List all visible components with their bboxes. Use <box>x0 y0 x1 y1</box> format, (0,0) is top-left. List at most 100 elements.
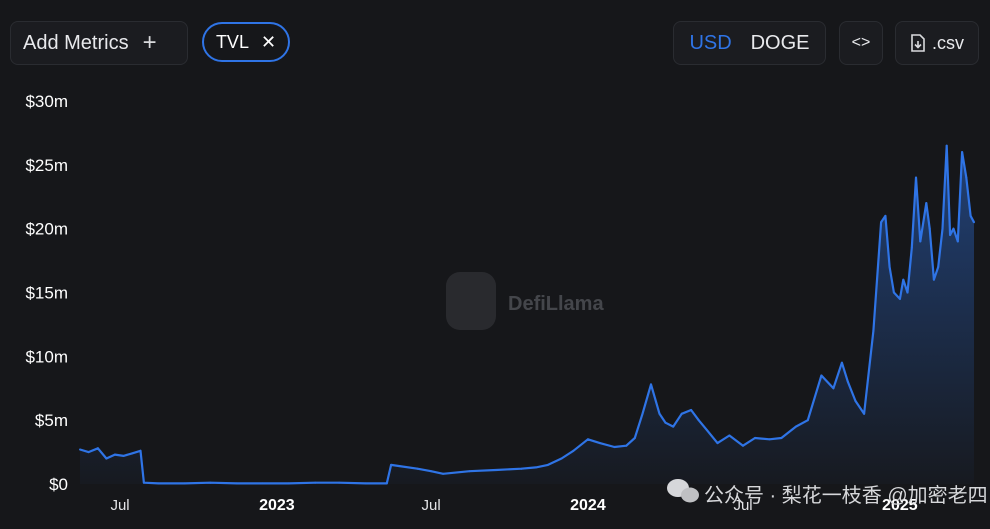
tvl-data-point <box>941 227 944 230</box>
tvl-data-point <box>398 465 401 468</box>
tvl-data-point <box>338 481 341 484</box>
tvl-data-point <box>79 448 81 451</box>
add-metrics-label: Add Metrics <box>23 31 129 54</box>
tvl-data-point <box>965 176 968 179</box>
tvl-data-point <box>113 453 116 456</box>
tvl-data-point <box>906 291 909 294</box>
tvl-data-point <box>572 449 575 452</box>
tvl-data-point <box>937 266 940 268</box>
denomination-doge-option[interactable]: DOGE <box>750 31 810 54</box>
csv-label: .csv <box>931 32 964 53</box>
tvl-data-point <box>560 457 563 460</box>
tvl-metric-chip[interactable]: TVL ✕ <box>202 22 290 62</box>
tvl-data-point <box>742 444 744 447</box>
tvl-data-point <box>672 425 675 428</box>
tvl-data-point <box>385 482 388 485</box>
x-tick-label: 2025 <box>882 497 918 514</box>
tvl-data-point <box>520 467 523 470</box>
tvl-data-point <box>641 412 644 415</box>
y-axis: $0 $5m $10m $15m $20m $25m $30m <box>25 92 68 494</box>
x-axis: Jul 2023 Jul 2024 Jul 2025 <box>110 497 917 514</box>
tvl-data-point <box>915 176 917 179</box>
y-tick-label: $25m <box>25 156 68 175</box>
tvl-data-point <box>754 437 756 439</box>
tvl-data-point <box>697 419 700 422</box>
tvl-data-point <box>664 421 667 424</box>
tvl-data-point <box>680 412 683 415</box>
download-csv-button[interactable]: .csv <box>895 21 979 65</box>
tvl-data-point <box>598 442 601 445</box>
denomination-usd-option[interactable]: USD <box>689 31 732 54</box>
tvl-data-point <box>633 437 636 439</box>
tvl-area-fill <box>80 145 974 484</box>
tvl-points <box>79 144 975 485</box>
watermark-text: DefiLlama <box>508 293 604 315</box>
tvl-data-point <box>142 481 145 484</box>
tvl-data-point <box>87 451 90 454</box>
tvl-data-point <box>945 144 948 147</box>
tvl-data-point <box>287 482 290 485</box>
tvl-data-point <box>364 482 367 485</box>
tvl-data-point <box>183 482 186 485</box>
y-tick-label: $10m <box>25 347 68 366</box>
code-icon: <> <box>851 34 871 51</box>
tvl-data-point <box>494 469 497 471</box>
add-metrics-button[interactable]: Add Metrics + <box>10 21 188 65</box>
wechat-icon <box>667 479 699 503</box>
tvl-data-point <box>728 434 731 437</box>
tvl-data-point <box>969 214 972 217</box>
chart-toolbar: Add Metrics + TVL ✕ USD DOGE <> .csv <box>0 0 990 85</box>
tvl-data-point <box>846 380 849 383</box>
tvl-data-point <box>956 240 959 243</box>
denomination-toggle: USD DOGE <box>673 21 826 65</box>
tvl-data-point <box>390 463 393 466</box>
tvl-data-point <box>919 240 922 243</box>
y-tick-label: $15m <box>25 284 68 303</box>
tvl-data-point <box>932 278 935 281</box>
tvl-data-point <box>854 400 857 402</box>
x-tick-label: Jul <box>733 497 752 514</box>
tvl-data-point <box>925 202 928 205</box>
tvl-data-point <box>949 234 952 236</box>
tvl-data-point <box>430 470 433 473</box>
tvl-data-point <box>690 409 693 411</box>
x-tick-label: Jul <box>422 497 441 514</box>
tvl-data-point <box>898 297 901 300</box>
source-watermark-text: 公众号 · 梨花一枝香 @加密老四 <box>704 484 988 507</box>
y-tick-label: $20m <box>25 220 68 239</box>
close-icon[interactable]: ✕ <box>260 31 277 52</box>
tvl-data-point <box>820 374 823 377</box>
tvl-data-point <box>806 419 809 422</box>
tvl-data-point <box>768 438 771 441</box>
plus-icon: + <box>142 29 157 56</box>
tvl-data-point <box>658 412 661 415</box>
tvl-data-point <box>586 438 589 441</box>
llama-logo-icon <box>446 272 496 330</box>
tvl-data-point <box>105 457 108 460</box>
tvl-data-point <box>650 383 652 386</box>
tvl-data-point <box>468 470 471 473</box>
tvl-data-point <box>157 482 160 485</box>
tvl-data-point <box>613 446 616 448</box>
y-tick-label: $5m <box>35 411 68 430</box>
tvl-data-point <box>928 227 931 230</box>
source-watermark: 公众号 · 梨花一枝香 @加密老四 <box>667 479 988 507</box>
tvl-data-point <box>840 361 843 364</box>
tvl-data-point <box>880 221 883 224</box>
tvl-data-point <box>314 481 317 484</box>
y-tick-label: $30m <box>25 92 68 111</box>
tvl-data-point <box>139 449 142 452</box>
tvl-data-point <box>888 266 891 268</box>
tvl-data-point <box>910 246 913 249</box>
tvl-data-point <box>902 278 905 281</box>
tvl-data-point <box>706 429 709 432</box>
tvl-data-point <box>442 472 445 475</box>
tvl-data-point <box>832 387 835 390</box>
y-tick-label: $0 <box>49 475 68 494</box>
tvl-data-point <box>546 463 549 466</box>
tvl-data-point <box>863 412 866 415</box>
embed-button[interactable]: <> <box>839 21 883 65</box>
tvl-data-point <box>892 291 895 294</box>
tvl-data-point <box>209 481 212 484</box>
x-tick-label: 2024 <box>570 497 606 514</box>
